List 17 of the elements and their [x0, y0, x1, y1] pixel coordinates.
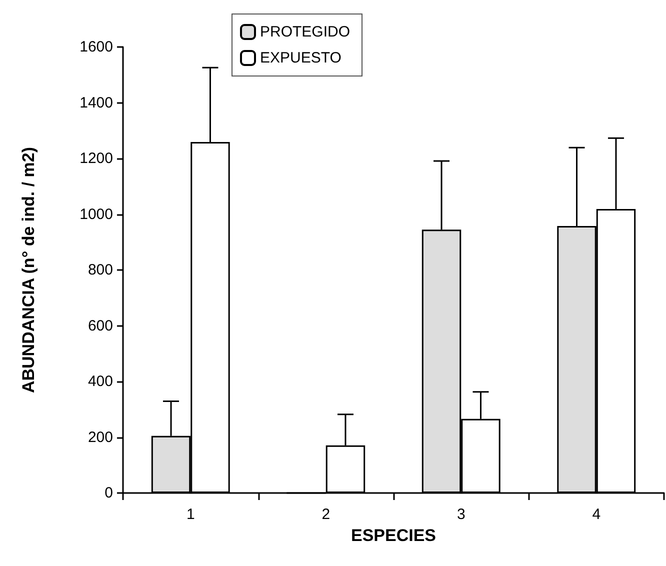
y-tick-label: 400	[88, 373, 113, 390]
y-tick-label: 0	[104, 484, 113, 502]
x-tick-label: 1	[186, 506, 195, 523]
y-axis-title: ABUNDANCIA (n° de ind. / m2)	[19, 146, 38, 394]
y-tick-label: 1200	[80, 150, 113, 167]
y-tick-label: 800	[88, 262, 113, 278]
x-tick-label: 3	[456, 506, 466, 523]
x-axis-title: ESPECIES	[350, 526, 436, 545]
y-tick-label: 1600	[80, 38, 113, 56]
x-tick-label: 2	[322, 506, 330, 523]
y-tick-label: 1400	[80, 94, 113, 112]
legend-label: PROTEGIDO	[260, 24, 350, 40]
y-tick-label: 1000	[80, 206, 113, 223]
y-tick-label: 200	[88, 428, 113, 446]
y-tick-label: 600	[88, 317, 113, 334]
legend-label: EXPUESTO	[260, 50, 342, 66]
x-tick-label: 4	[592, 506, 601, 523]
